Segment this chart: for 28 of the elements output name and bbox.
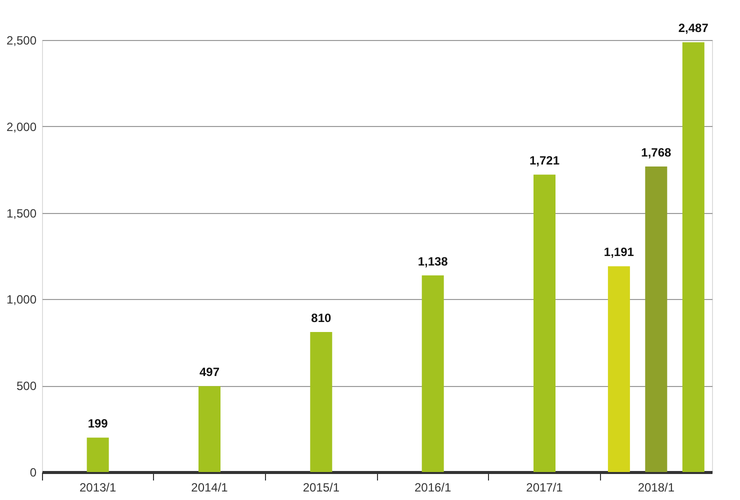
bar	[310, 332, 332, 472]
x-tick-label: 2015/1	[302, 480, 340, 494]
data-label: 1,768	[641, 145, 672, 160]
y-tick-label: 2,500	[6, 34, 37, 48]
bar	[608, 266, 630, 472]
y-tick-label: 0	[30, 466, 37, 480]
x-tick-label: 2018/1	[638, 480, 675, 494]
y-tick-label: 1,000	[6, 292, 37, 307]
bar	[645, 166, 668, 472]
data-label: 497	[199, 365, 220, 380]
data-label: 1,721	[529, 154, 560, 168]
data-label: 1,138	[418, 254, 448, 268]
y-tick-label: 1,500	[6, 206, 37, 220]
x-tick-label: 2016/1	[414, 480, 452, 494]
x-tick-label: 2017/1	[526, 480, 564, 494]
data-label: 2,487	[678, 21, 709, 36]
data-label: 810	[311, 311, 332, 326]
bar	[422, 275, 444, 472]
bar	[198, 386, 220, 472]
bar	[534, 174, 556, 472]
bar	[682, 42, 704, 472]
x-tick-label: 2013/1	[79, 480, 117, 494]
y-tick-label: 2,000	[6, 120, 37, 134]
data-label: 199	[88, 416, 108, 431]
bar	[86, 438, 109, 472]
x-tick-label: 2014/1	[191, 480, 228, 494]
y-tick-label: 500	[16, 379, 37, 394]
data-label: 1,191	[604, 245, 634, 260]
